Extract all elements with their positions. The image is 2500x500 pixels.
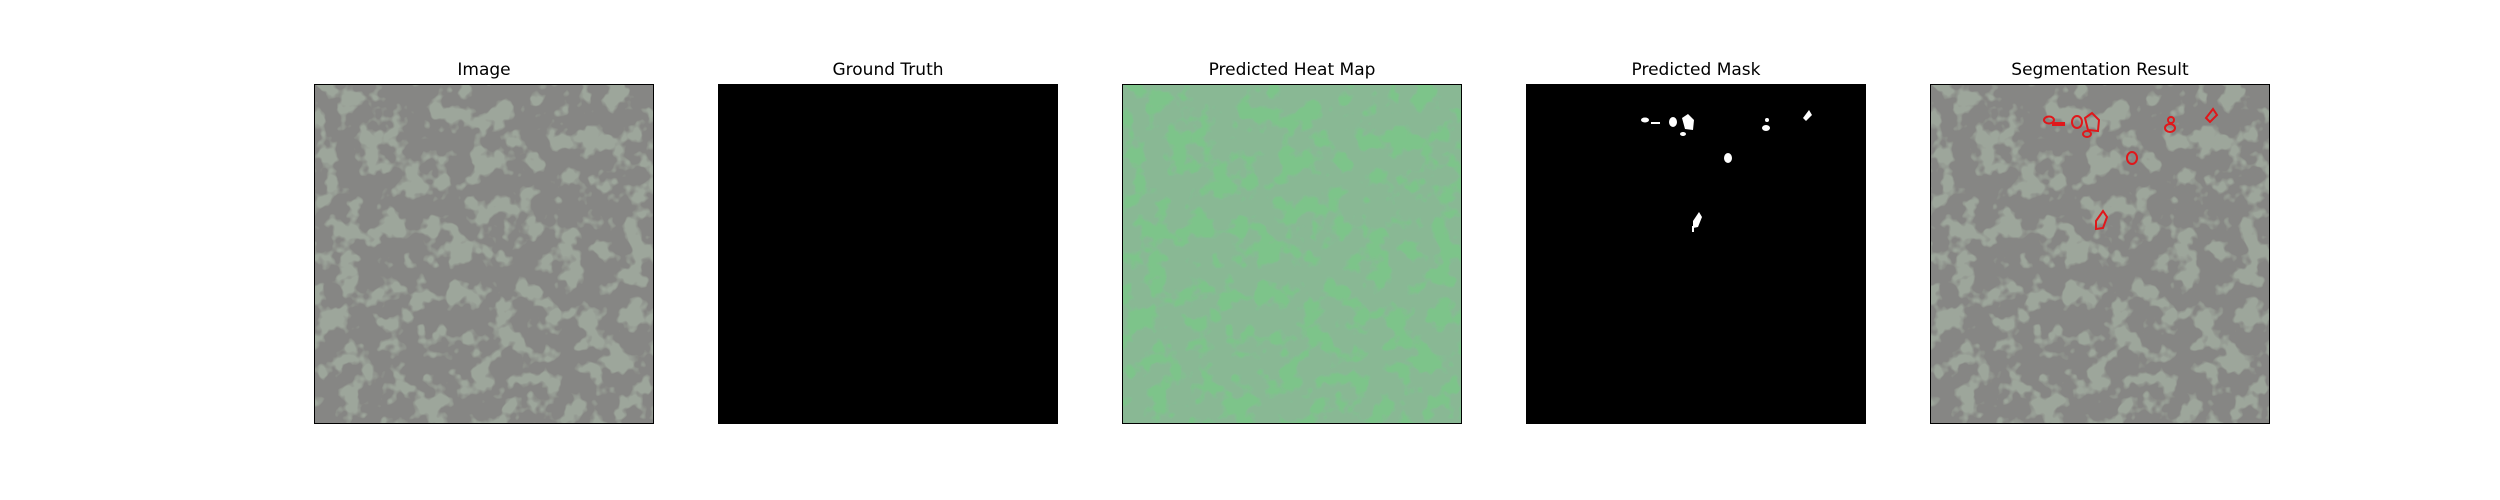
mask-blob [1669,117,1677,127]
panel-heat-map: Predicted Heat Map [1122,0,1462,500]
texture-image [315,85,653,423]
contour-outline [2095,209,2109,231]
panel-title: Image [457,60,511,80]
contour-outline [2204,107,2219,124]
mask-blob [1693,212,1702,228]
contour-outline [2052,122,2065,126]
contour-outline [2083,111,2101,133]
image-frame [314,84,654,424]
ground-truth-mask [719,85,1057,423]
contour-outline [2164,123,2176,133]
panel-predicted-mask: Predicted Mask [1526,0,1866,500]
panel-ground-truth: Ground Truth [718,0,1058,500]
contour-outline [2126,151,2138,165]
contour-outline [2082,130,2092,138]
panel-title: Predicted Mask [1631,60,1761,80]
mask-blob [1762,125,1770,131]
segmentation-frame [1930,84,2270,424]
heat-map-image [1123,85,1461,423]
mask-blob [1692,226,1694,232]
mask-blob [1765,118,1769,122]
mask-blob [1641,117,1649,123]
mask-blob [1651,122,1660,124]
panel-title: Predicted Heat Map [1208,60,1376,80]
mask-blobs [1641,110,1812,232]
predicted-mask-frame [1526,84,1866,424]
panel-image: Image [314,0,654,500]
contour-outline [2043,115,2055,125]
panel-segmentation-result: Segmentation Result [1930,0,2270,500]
mask-blob [1724,153,1732,163]
heat-map-frame [1122,84,1462,424]
contour-outline [2071,115,2083,129]
contour-outline [2167,116,2175,124]
panel-title: Segmentation Result [2011,60,2189,80]
contours [2043,107,2219,231]
mask-blob [1682,114,1694,130]
segmentation-image [1931,85,2269,423]
predicted-mask-image [1527,85,1865,423]
panel-title: Ground Truth [832,60,944,80]
ground-truth-frame [718,84,1058,424]
mask-blob [1680,132,1686,136]
mask-blob [1803,110,1812,121]
